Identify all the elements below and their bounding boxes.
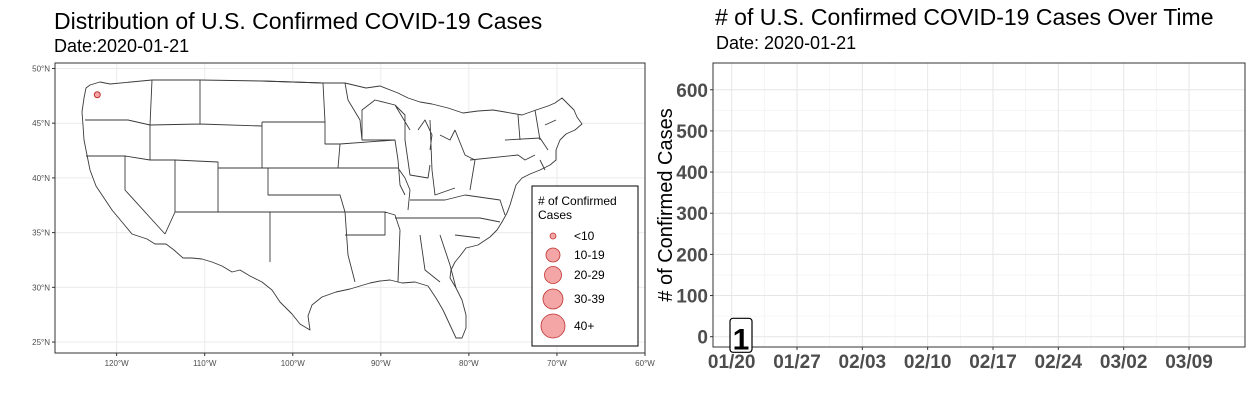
map-case-point (93, 91, 101, 99)
map-legend-entries: <10 10-19 20-29 30-39 40+ (540, 229, 605, 339)
line-x-tick-label: 01/20 (708, 352, 756, 373)
map-y-tick-label: 45°N (32, 119, 50, 128)
line-plot-border (712, 62, 1246, 348)
map-legend-symbol (540, 313, 566, 339)
line-y-tick-label: 200 (676, 245, 708, 266)
line-panel: 0 100 200 300 400 500 600 01/20 01/27 02/03 02/10… (655, 62, 1246, 373)
line-x-tick-label: 02/24 (1035, 352, 1083, 373)
map-legend-label: 10-19 (574, 248, 605, 262)
line-annotations: 1 (729, 317, 753, 356)
us-states-map (81, 79, 583, 339)
line-y-axis-label: # of Confirmed Cases (655, 108, 677, 301)
map-legend: # of Confirmed Cases <10 10-19 20-29 30-39 4… (531, 185, 639, 347)
map-legend-label: 20-29 (574, 268, 605, 282)
map-x-tick-label: 70°W (547, 359, 567, 368)
line-y-tick-label: 600 (676, 81, 708, 102)
map-y-tick-label: 30°N (32, 283, 50, 292)
line-x-tick-label: 02/17 (969, 352, 1017, 373)
line-y-tick-label: 400 (676, 163, 708, 184)
line-x-tick-label: 02/10 (904, 352, 952, 373)
map-x-axis-ticks: 120°W 110°W 100°W 90°W 80°W 70°W 60°W (105, 353, 655, 368)
line-y-tick-label: 500 (676, 122, 708, 143)
line-y-tick-label: 0 (697, 328, 708, 349)
map-legend-symbol (544, 266, 562, 284)
map-y-tick-label: 50°N (32, 64, 50, 73)
map-x-tick-label: 100°W (281, 359, 306, 368)
map-legend-symbol (549, 232, 557, 240)
map-x-tick-label: 110°W (193, 359, 217, 368)
map-panel: 120°W 110°W 100°W 90°W 80°W 70°W 60°W 25°N 30°N… (32, 62, 655, 368)
line-x-tick-label: 03/09 (1165, 352, 1213, 373)
line-x-tick-label: 03/02 (1100, 352, 1148, 373)
map-x-tick-label: 80°W (459, 359, 479, 368)
line-y-axis-ticks: 0 100 200 300 400 500 600 (676, 81, 713, 349)
line-y-tick-label: 300 (676, 204, 708, 225)
map-legend-label: 40+ (574, 319, 594, 333)
state-boundary-lines (85, 79, 557, 289)
us-outline-shape (81, 79, 583, 339)
map-y-tick-label: 25°N (32, 338, 50, 347)
map-x-tick-label: 120°W (105, 359, 130, 368)
line-x-axis-ticks: 01/20 01/27 02/03 02/10 02/17 02/24 03/02 03/09 (708, 347, 1213, 373)
map-case-points (93, 91, 101, 99)
map-x-tick-label: 90°W (371, 359, 391, 368)
line-x-tick-label: 02/03 (839, 352, 887, 373)
map-legend-label: 30-39 (574, 292, 605, 306)
map-legend-symbol (542, 288, 564, 310)
map-x-tick-label: 60°W (635, 359, 655, 368)
line-annotation-label: 1 (733, 323, 750, 356)
map-plot-border (54, 62, 646, 354)
line-y-tick-label: 100 (676, 287, 708, 308)
line-panel-subtitle: Date: 2020-01-21 (716, 33, 857, 53)
line-panel-title: # of U.S. Confirmed COVID-19 Cases Over … (715, 4, 1214, 30)
map-y-tick-label: 40°N (32, 174, 50, 183)
map-legend-title-line-2: Cases (538, 208, 572, 222)
map-panel-subtitle: Date:2020-01-21 (54, 36, 190, 56)
map-legend-symbol (545, 247, 561, 263)
line-x-tick-label: 01/27 (773, 352, 821, 373)
map-legend-title-line-1: # of Confirmed (538, 194, 617, 208)
map-panel-title: Distribution of U.S. Confirmed COVID-19 … (54, 8, 543, 34)
map-y-tick-label: 35°N (32, 229, 50, 238)
line-annotation-box (729, 317, 753, 353)
map-legend-label: <10 (574, 229, 595, 243)
map-y-axis-ticks: 25°N 30°N 35°N 40°N 45°N 50°N (32, 64, 55, 347)
line-gridlines (713, 63, 1245, 347)
